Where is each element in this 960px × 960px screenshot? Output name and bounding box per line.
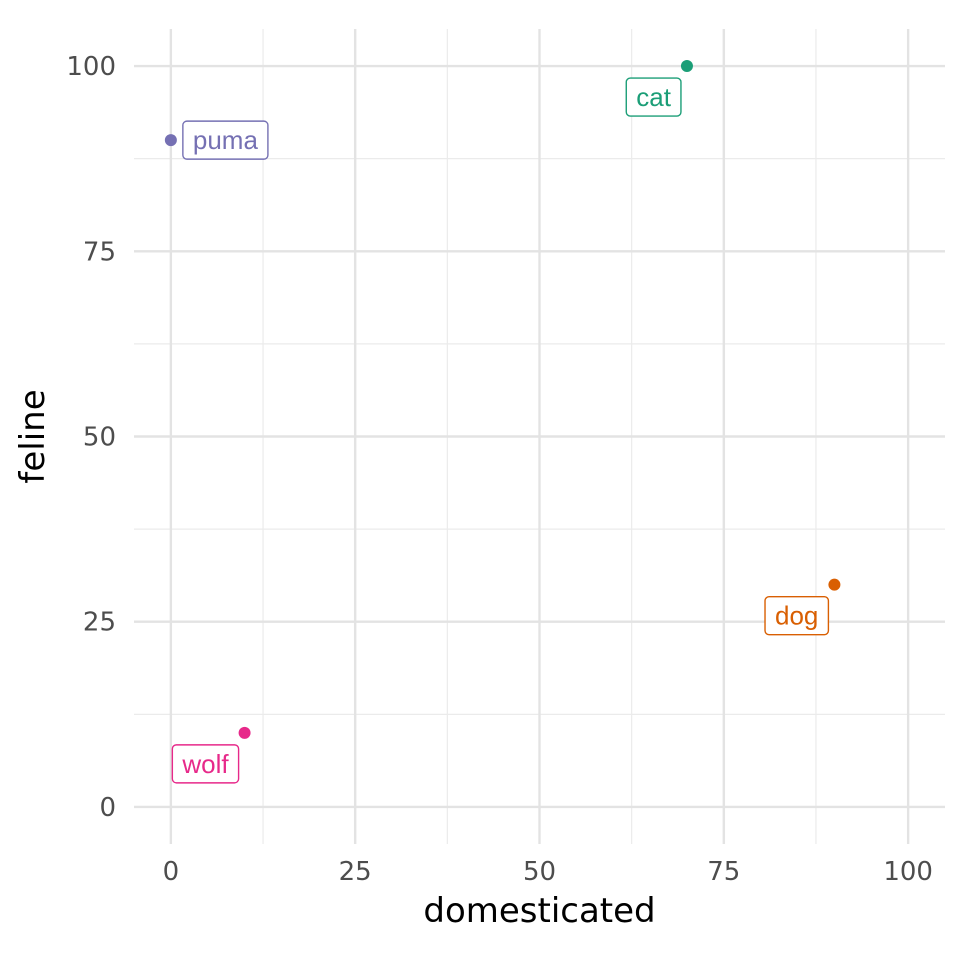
label-text: puma [193,125,259,155]
point-label-puma: puma [182,120,269,160]
point-wolf [238,726,251,739]
label-box [182,120,269,160]
point-label-wolf: wolf [171,744,240,784]
point-label-dog: dog [764,595,830,636]
y-tick-label: 75 [83,237,116,267]
label-text: wolf [181,749,229,779]
y-tick-labels: 0 25 50 75 100 [66,52,116,823]
point-cat [680,60,693,73]
label-text: cat [636,82,671,112]
x-axis-title: domesticated [423,891,655,931]
label-box [625,77,682,117]
x-tick-label: 75 [707,857,740,887]
label-box [171,744,240,784]
label-box [764,595,830,636]
label-text: dog [775,601,818,631]
x-tick-label: 25 [339,857,372,887]
y-tick-label: 25 [83,608,116,638]
y-tick-label: 0 [99,793,116,823]
y-axis-title: feline [13,389,53,483]
x-tick-label: 50 [523,857,556,887]
point-puma [164,134,177,147]
point-label-cat: cat [625,77,682,117]
x-tick-labels: 0 25 50 75 100 [163,857,933,887]
data-points [164,60,841,739]
major-gridlines [134,29,945,844]
y-tick-label: 50 [83,423,116,453]
point-labels: puma cat dog wolf [171,77,830,784]
x-tick-label: 0 [163,857,180,887]
x-tick-label: 100 [883,857,933,887]
y-tick-label: 100 [66,52,116,82]
point-dog [828,578,841,591]
